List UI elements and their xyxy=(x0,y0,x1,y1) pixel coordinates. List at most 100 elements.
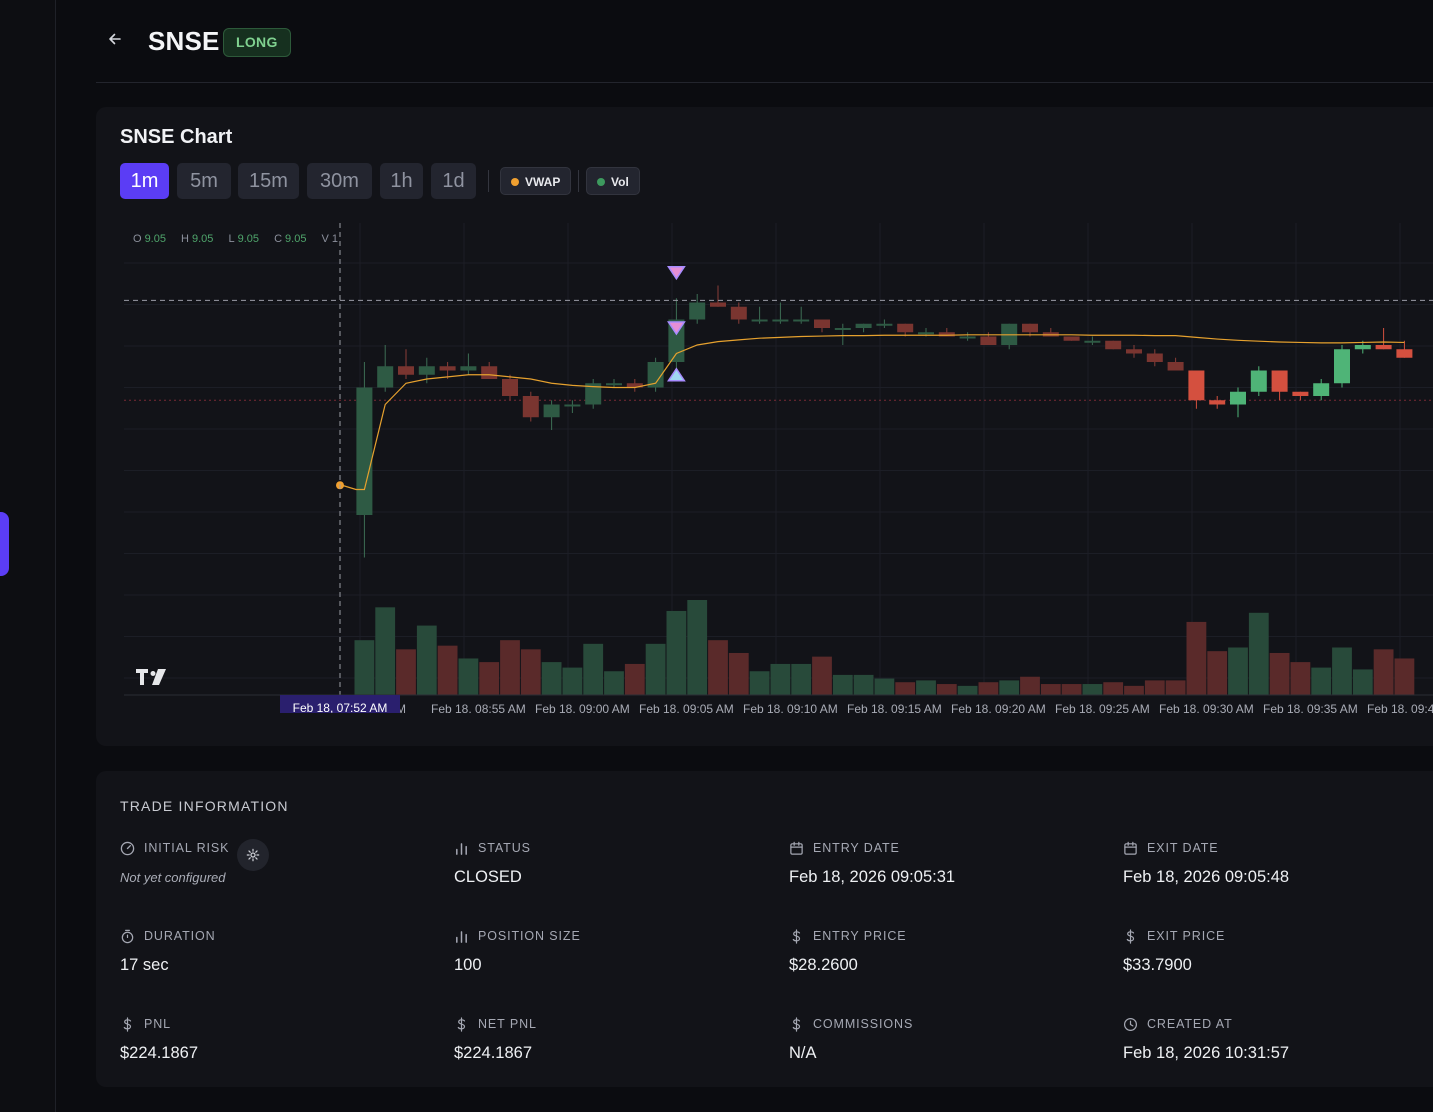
candle-body xyxy=(1313,383,1330,396)
volume-key: V xyxy=(321,233,329,245)
candle-body xyxy=(1167,362,1184,371)
volume-toggle[interactable]: Vol xyxy=(586,167,640,195)
candle-body xyxy=(377,366,394,388)
volume-bar xyxy=(770,663,791,695)
volume-bar xyxy=(916,680,936,695)
volume-bar xyxy=(1311,667,1332,695)
position-size-value: 100 xyxy=(454,956,482,974)
candle-body xyxy=(1063,336,1080,341)
entry-price-value: $28.2600 xyxy=(789,956,858,974)
volume-bar xyxy=(687,600,708,695)
back-button[interactable] xyxy=(104,30,126,52)
entry-date-value: Feb 18, 2026 09:05:31 xyxy=(789,868,956,886)
timeframe-1d-button[interactable]: 1d xyxy=(431,163,476,199)
candle-body xyxy=(1084,340,1101,343)
volume-bar xyxy=(604,671,624,695)
close-key: C xyxy=(274,233,283,245)
position-size-label: POSITION SIZE xyxy=(478,929,581,943)
entry-marker-icon xyxy=(666,367,686,382)
candle-body xyxy=(918,332,934,335)
initial-risk-value: Not yet configured xyxy=(120,870,226,885)
volume-bar xyxy=(791,663,812,695)
candle-body xyxy=(772,319,789,322)
volume-bar xyxy=(416,625,437,695)
status-label: STATUS xyxy=(478,841,531,855)
gauge-icon xyxy=(120,841,135,855)
timeframe-5m-button[interactable]: 5m xyxy=(177,163,231,199)
candle-body xyxy=(1334,349,1350,384)
candle-body xyxy=(876,323,893,326)
chart-grid xyxy=(124,223,1433,695)
ticker-symbol: SNSE xyxy=(148,26,220,56)
exit-marker-icon xyxy=(666,321,686,336)
entry-date-label: ENTRY DATE xyxy=(813,841,900,855)
price-chart[interactable]: Feb 18, 08:55 AM Feb 18, 09:00 AM Feb 18, … xyxy=(124,223,1433,713)
candle-body xyxy=(1354,345,1371,350)
gear-icon xyxy=(246,848,260,862)
low-value: 9.05 xyxy=(237,233,260,245)
chart-card: SNSE Chart 1m 5m 15m 30m 1h 1d VWAP Vol … xyxy=(96,107,1433,746)
candle-body xyxy=(1250,370,1267,392)
candle-body xyxy=(1230,391,1246,405)
dollar-icon xyxy=(1126,928,1135,944)
low-key: L xyxy=(228,233,235,245)
candle-body xyxy=(418,366,435,375)
sidebar-collapse-handle[interactable] xyxy=(0,512,9,576)
status-field: STATUS CLOSED xyxy=(454,840,774,887)
volume-bar xyxy=(1061,684,1082,695)
candle-body xyxy=(793,319,810,322)
volume-bar xyxy=(520,649,541,695)
created-at-field: CREATED AT Feb 18, 2026 10:31:57 xyxy=(1123,1016,1433,1063)
volume-bar xyxy=(583,643,604,695)
volume-bar xyxy=(1103,682,1124,695)
time-axis-label: Feb 18, 09:20 AM xyxy=(951,702,1046,713)
volume-bar xyxy=(354,640,375,695)
time-axis-label: Feb 18, 09:43 A xyxy=(1367,702,1433,713)
pnl-value: $224.1867 xyxy=(120,1044,198,1062)
candle-body xyxy=(1396,349,1413,358)
timeframe-1h-button[interactable]: 1h xyxy=(380,163,423,199)
candle-body xyxy=(522,396,539,418)
volume-bar xyxy=(396,649,416,695)
volume-bar xyxy=(1144,680,1165,695)
exit-price-field: EXIT PRICE $33.7900 xyxy=(1123,928,1433,975)
close-value: 9.05 xyxy=(285,233,307,245)
calendar-icon xyxy=(790,841,803,855)
vwap-toggle[interactable]: VWAP xyxy=(500,167,572,195)
volume-bar xyxy=(895,682,916,695)
volume-bar xyxy=(1124,685,1144,695)
crosshair-time-label: Feb 18, 07:52 AM xyxy=(293,701,388,713)
volume-bar xyxy=(458,658,479,695)
volume-bar xyxy=(562,667,583,695)
timeframe-30m-button[interactable]: 30m xyxy=(307,163,372,199)
candle-body xyxy=(647,362,664,388)
trade-info-title: TRADE INFORMATION xyxy=(120,798,289,814)
pnl-label: PNL xyxy=(144,1017,172,1031)
volume-bar xyxy=(1020,676,1040,695)
candle-body xyxy=(730,306,747,320)
pnl-field: PNL $224.1867 xyxy=(120,1016,440,1063)
dollar-icon xyxy=(792,1016,801,1032)
created-at-value: Feb 18, 2026 10:31:57 xyxy=(1123,1044,1290,1062)
candle-body xyxy=(398,366,414,375)
time-axis-label: Feb 18, 08:55 AM xyxy=(431,702,526,713)
volume-toggle-label: Vol xyxy=(611,175,629,189)
timeframe-15m-button[interactable]: 15m xyxy=(238,163,299,199)
time-axis: Feb 18, 08:55 AM Feb 18, 09:00 AM Feb 18, … xyxy=(124,694,1433,713)
candle-body xyxy=(1105,340,1122,350)
volume-bar xyxy=(708,640,728,695)
volume-bar xyxy=(1394,658,1415,695)
candle-body xyxy=(959,336,976,339)
exit-marker-icon xyxy=(666,266,686,281)
volume-bar xyxy=(666,610,687,695)
configure-risk-button[interactable] xyxy=(237,839,269,871)
open-key: O xyxy=(133,233,142,245)
candle-body xyxy=(689,302,706,320)
timeframe-1m-button[interactable]: 1m xyxy=(120,163,169,199)
candlestick-chart-svg[interactable]: Feb 18, 08:55 AM Feb 18, 09:00 AM Feb 18, … xyxy=(124,223,1433,713)
time-axis-label: Feb 18, 09:10 AM xyxy=(743,702,838,713)
candles xyxy=(356,285,1413,558)
candle-body xyxy=(938,332,955,337)
candle-body xyxy=(814,319,830,328)
